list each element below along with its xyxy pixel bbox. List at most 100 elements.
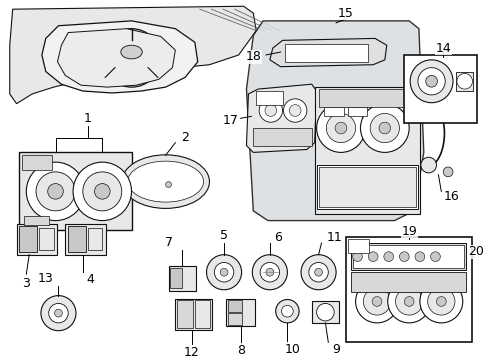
Ellipse shape — [122, 155, 209, 208]
Circle shape — [417, 68, 444, 95]
Bar — [177, 301, 192, 328]
Bar — [404, 55, 476, 123]
Text: 15: 15 — [337, 6, 353, 19]
Circle shape — [419, 280, 462, 323]
Text: 3: 3 — [22, 278, 30, 291]
Polygon shape — [269, 39, 386, 67]
Circle shape — [456, 73, 471, 89]
Circle shape — [206, 255, 241, 290]
Text: 11: 11 — [325, 231, 341, 244]
Circle shape — [395, 288, 422, 315]
Circle shape — [387, 280, 430, 323]
Circle shape — [369, 113, 399, 143]
Circle shape — [442, 167, 452, 177]
Bar — [256, 91, 283, 105]
Circle shape — [355, 280, 398, 323]
Text: 10: 10 — [284, 343, 300, 356]
Circle shape — [352, 252, 362, 261]
Text: 1: 1 — [83, 112, 91, 125]
Polygon shape — [58, 29, 175, 87]
Circle shape — [49, 303, 68, 323]
Text: 17: 17 — [223, 114, 238, 127]
Text: 9: 9 — [331, 343, 339, 356]
Circle shape — [73, 162, 131, 221]
Circle shape — [420, 157, 436, 173]
Circle shape — [363, 288, 390, 315]
Circle shape — [314, 268, 322, 276]
Bar — [350, 243, 465, 270]
Circle shape — [414, 252, 424, 261]
Bar — [227, 313, 241, 325]
Circle shape — [259, 99, 282, 122]
Circle shape — [325, 113, 355, 143]
Circle shape — [283, 99, 306, 122]
Bar — [22, 155, 52, 170]
Bar — [347, 239, 368, 253]
Bar — [39, 228, 54, 250]
Bar — [316, 165, 417, 209]
Bar — [352, 245, 463, 268]
Circle shape — [383, 252, 393, 261]
Circle shape — [301, 255, 335, 290]
Circle shape — [260, 262, 279, 282]
Circle shape — [94, 184, 110, 199]
Bar — [24, 216, 49, 225]
Circle shape — [36, 172, 75, 211]
Text: 6: 6 — [273, 231, 281, 244]
Circle shape — [367, 252, 377, 261]
Bar — [65, 224, 106, 255]
Circle shape — [252, 255, 287, 290]
Polygon shape — [246, 21, 423, 221]
Circle shape — [82, 172, 122, 211]
Polygon shape — [42, 21, 197, 93]
Text: 2: 2 — [181, 131, 189, 144]
Circle shape — [430, 252, 440, 261]
Bar — [87, 228, 102, 250]
Bar — [324, 107, 343, 116]
Text: 4: 4 — [86, 273, 94, 285]
Circle shape — [281, 305, 293, 317]
Circle shape — [371, 297, 381, 306]
Bar — [455, 72, 472, 91]
Circle shape — [427, 288, 454, 315]
Circle shape — [114, 40, 149, 76]
Circle shape — [425, 76, 437, 87]
Circle shape — [404, 297, 413, 306]
Circle shape — [289, 105, 301, 116]
Text: 16: 16 — [442, 190, 458, 203]
Bar — [345, 237, 471, 342]
Circle shape — [399, 252, 408, 261]
Bar — [311, 301, 338, 323]
Bar — [314, 87, 419, 214]
Circle shape — [48, 184, 63, 199]
Text: 8: 8 — [236, 344, 244, 357]
Circle shape — [102, 29, 161, 87]
Circle shape — [26, 162, 84, 221]
Circle shape — [55, 309, 62, 317]
Ellipse shape — [127, 161, 203, 202]
Circle shape — [378, 122, 390, 134]
Text: 5: 5 — [220, 229, 227, 242]
Polygon shape — [246, 84, 316, 152]
Polygon shape — [10, 6, 256, 104]
Bar — [227, 301, 241, 312]
Bar — [20, 226, 37, 252]
Text: 14: 14 — [434, 42, 450, 55]
Text: 13: 13 — [38, 271, 54, 284]
Circle shape — [264, 105, 276, 116]
Text: 7: 7 — [164, 237, 172, 249]
Bar — [168, 266, 195, 291]
Bar — [350, 272, 465, 292]
Circle shape — [165, 182, 171, 188]
Circle shape — [308, 262, 327, 282]
Circle shape — [265, 268, 273, 276]
Bar — [318, 89, 417, 107]
Circle shape — [41, 296, 76, 331]
Bar — [194, 301, 210, 328]
Bar — [253, 128, 311, 145]
Bar — [170, 268, 182, 288]
Text: 19: 19 — [401, 225, 416, 238]
Bar — [225, 298, 255, 326]
Text: 18: 18 — [245, 50, 261, 63]
Bar — [20, 152, 131, 230]
